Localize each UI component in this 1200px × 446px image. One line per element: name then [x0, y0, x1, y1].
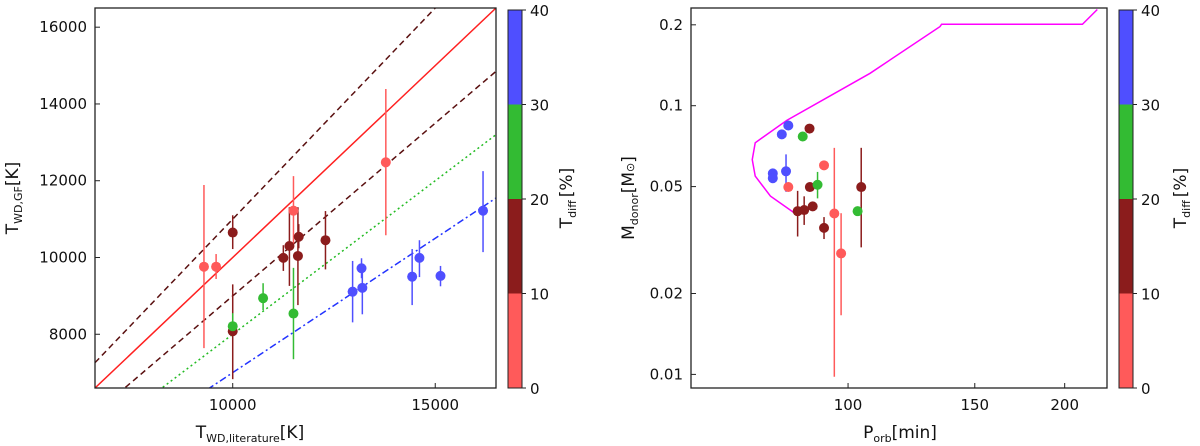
data-point	[478, 205, 489, 216]
colorbar-segment	[1119, 199, 1133, 294]
data-point	[357, 282, 368, 293]
data-point	[227, 321, 238, 332]
y-tick-label: 0.1	[659, 97, 683, 115]
y-tick-label: 16000	[39, 18, 87, 36]
data-point	[829, 208, 840, 219]
left-ticks: 10000 15000 8000 10000 12000 14000 16000	[39, 18, 459, 414]
reference-line-dashed	[123, 70, 496, 388]
colorbar-tick-label: 30	[1141, 97, 1160, 115]
data-point	[807, 201, 818, 212]
data-point	[288, 308, 299, 319]
colorbar-segment	[508, 293, 522, 388]
data-point	[284, 240, 295, 251]
data-point	[258, 293, 269, 304]
right-colorbar-label: Tdiff[%]	[1171, 168, 1193, 229]
colorbar-segment	[1119, 10, 1133, 105]
y-tick-label: 0.2	[659, 16, 683, 34]
x-tick-label: 10000	[209, 396, 257, 414]
data-point	[356, 263, 367, 274]
data-point	[852, 206, 863, 217]
right-panel: 100 150 2000.010.020.050.10.2 Porb[min] Md…	[619, 2, 1193, 445]
right-x-axis-label: Porb[min]	[863, 423, 937, 445]
data-point	[288, 205, 299, 216]
x-tick-label: 150	[960, 396, 989, 414]
colorbar-segment	[508, 199, 522, 294]
left-plot-marks	[95, 8, 496, 388]
left-colorbar: 0 10 20 30 40	[507, 2, 549, 398]
left-colorbar-label: Tdiff[%]	[557, 168, 579, 229]
data-point	[819, 160, 830, 171]
colorbar-segment	[508, 10, 522, 105]
reference-line-solid	[95, 8, 496, 388]
colorbar-tick-label: 40	[530, 2, 549, 20]
data-point	[414, 252, 425, 263]
data-point	[227, 227, 238, 238]
right-plot-marks	[751, 8, 1098, 377]
data-point	[198, 261, 209, 272]
plot-area	[751, 8, 1098, 377]
reference-line-dotted	[160, 134, 496, 388]
x-tick-label: 200	[1050, 396, 1079, 414]
data-point	[407, 271, 418, 282]
colorbar-tick-label: 20	[1141, 191, 1160, 209]
data-point	[783, 182, 794, 193]
data-point	[292, 250, 303, 261]
left-panel: 10000 15000 8000 10000 12000 14000 16000 TWD,l…	[3, 2, 579, 445]
data-point	[347, 286, 358, 297]
data-point	[435, 270, 446, 281]
x-tick-label: 15000	[411, 396, 459, 414]
left-y-axis-label: TWD,GF[K]	[3, 162, 25, 236]
right-axes-frame	[690, 7, 1108, 389]
reference-line-dashdot	[208, 197, 496, 388]
left-axes-frame	[94, 7, 497, 389]
colorbar-tick-label: 0	[1141, 380, 1151, 398]
colorbar-tick-label: 10	[1141, 286, 1160, 304]
colorbar-tick-label: 0	[530, 380, 540, 398]
y-tick-label: 14000	[39, 95, 87, 113]
data-point	[836, 248, 847, 259]
data-point	[767, 173, 778, 184]
left-x-axis-label: TWD,literature[K]	[195, 423, 304, 445]
y-tick-label: 0.01	[650, 365, 683, 383]
data-point	[856, 182, 867, 193]
data-point	[812, 179, 823, 190]
data-point	[819, 222, 830, 233]
y-tick-label: 12000	[39, 172, 87, 190]
data-point	[776, 129, 787, 140]
right-y-axis-label: Mdonor[M⊙]	[619, 156, 641, 240]
data-point	[804, 123, 815, 134]
data-point	[783, 120, 794, 131]
y-tick-label: 8000	[49, 325, 87, 343]
colorbar-segment	[1119, 104, 1133, 199]
colorbar-tick-label: 30	[530, 97, 549, 115]
colorbar-segment	[508, 104, 522, 199]
colorbar-tick-label: 20	[530, 191, 549, 209]
x-tick-label: 100	[834, 396, 863, 414]
data-point	[781, 166, 792, 177]
evolution-track-line	[751, 8, 1098, 213]
y-tick-label: 0.02	[650, 285, 683, 303]
y-tick-label: 10000	[39, 248, 87, 266]
right-ticks: 100 150 200 0.01 0.02 0.05 0.1 0.2	[650, 16, 1079, 414]
data-point	[380, 157, 391, 168]
colorbar-tick-label: 40	[1141, 2, 1160, 20]
plot-area	[95, 8, 496, 388]
y-tick-label: 0.05	[650, 178, 683, 196]
reference-line-dashed	[95, 8, 437, 364]
data-point	[320, 235, 331, 246]
colorbar-segment	[1119, 293, 1133, 388]
right-colorbar: 0 10 20 30 40	[1118, 2, 1160, 398]
data-point	[797, 131, 808, 142]
data-point	[211, 261, 222, 272]
data-point	[804, 182, 815, 193]
data-point	[278, 252, 289, 263]
colorbar-tick-label: 10	[530, 286, 549, 304]
data-point	[799, 205, 810, 216]
data-point	[293, 231, 304, 242]
